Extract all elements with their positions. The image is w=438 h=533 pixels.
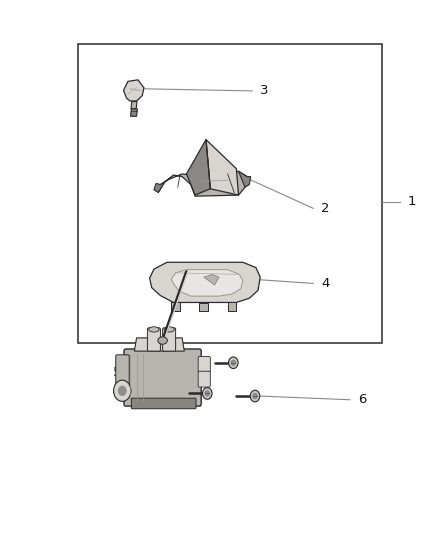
Ellipse shape <box>149 327 159 332</box>
Bar <box>78 44 381 343</box>
FancyBboxPatch shape <box>124 349 201 406</box>
Text: 5: 5 <box>113 366 121 379</box>
FancyBboxPatch shape <box>162 328 176 351</box>
Circle shape <box>118 386 126 395</box>
FancyBboxPatch shape <box>116 355 129 384</box>
FancyBboxPatch shape <box>131 398 196 409</box>
Polygon shape <box>158 171 247 196</box>
Bar <box>199 303 208 311</box>
Circle shape <box>202 387 212 399</box>
Bar <box>228 302 237 311</box>
Text: 2: 2 <box>321 202 329 215</box>
Polygon shape <box>124 80 144 101</box>
FancyBboxPatch shape <box>198 357 210 372</box>
FancyBboxPatch shape <box>148 328 160 351</box>
Bar <box>171 302 180 311</box>
Polygon shape <box>131 101 137 109</box>
Ellipse shape <box>158 337 167 344</box>
Polygon shape <box>204 274 219 285</box>
Text: 6: 6 <box>358 393 366 406</box>
Polygon shape <box>134 338 184 351</box>
Polygon shape <box>154 182 165 192</box>
Polygon shape <box>131 109 138 116</box>
Circle shape <box>231 360 236 366</box>
Polygon shape <box>187 140 210 195</box>
Circle shape <box>113 380 131 401</box>
FancyBboxPatch shape <box>198 371 210 387</box>
Circle shape <box>205 391 209 396</box>
Text: 4: 4 <box>321 277 329 290</box>
Circle shape <box>250 390 260 402</box>
Circle shape <box>229 357 238 368</box>
Polygon shape <box>150 262 260 302</box>
Text: 1: 1 <box>408 196 416 208</box>
Text: 3: 3 <box>260 84 269 98</box>
Polygon shape <box>171 270 243 296</box>
Polygon shape <box>206 140 239 195</box>
Polygon shape <box>239 171 251 187</box>
Circle shape <box>253 393 257 399</box>
Ellipse shape <box>164 327 174 332</box>
